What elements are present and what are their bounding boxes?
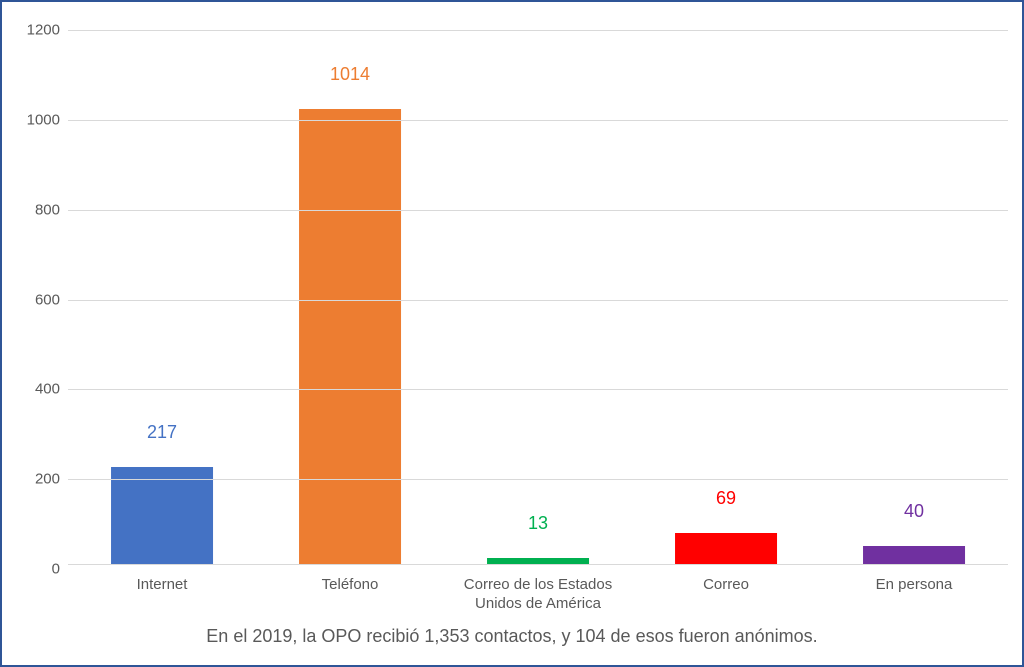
ytick-label: 600 — [2, 291, 60, 308]
bar — [675, 533, 777, 564]
bar-slot: 69 — [632, 30, 820, 564]
xtick-label: Internet — [68, 574, 256, 614]
data-label: 40 — [904, 501, 924, 522]
data-label: 69 — [716, 488, 736, 509]
bar — [863, 546, 965, 564]
chart: 217 1014 13 69 40 0 200 400 600 800 1000 1200 Inte… — [2, 2, 1022, 665]
xtick-label: En persona — [820, 574, 1008, 614]
bars-container: 217 1014 13 69 40 — [68, 30, 1008, 564]
gridline — [68, 300, 1008, 301]
ytick-label: 0 — [2, 561, 60, 578]
plot-area: 217 1014 13 69 40 — [68, 30, 1008, 565]
xtick-label: Correo de los EstadosUnidos de América — [444, 574, 632, 614]
data-label: 217 — [147, 422, 177, 443]
bar-slot: 40 — [820, 30, 1008, 564]
gridline — [68, 30, 1008, 31]
bar — [111, 467, 213, 564]
bar — [299, 109, 401, 564]
chart-caption: En el 2019, la OPO recibió 1,353 contact… — [2, 626, 1022, 647]
ytick-label: 1200 — [2, 22, 60, 39]
chart-frame: 217 1014 13 69 40 0 200 400 600 800 1000 1200 Inte… — [0, 0, 1024, 667]
bar-slot: 1014 — [256, 30, 444, 564]
data-label: 13 — [528, 513, 548, 534]
data-label: 1014 — [330, 64, 370, 85]
ytick-label: 1000 — [2, 111, 60, 128]
ytick-label: 200 — [2, 471, 60, 488]
gridline — [68, 479, 1008, 480]
bar — [487, 558, 589, 564]
gridline — [68, 210, 1008, 211]
bar-slot: 217 — [68, 30, 256, 564]
xtick-label: Teléfono — [256, 574, 444, 614]
gridline — [68, 120, 1008, 121]
ytick-label: 400 — [2, 381, 60, 398]
ytick-label: 800 — [2, 201, 60, 218]
gridline — [68, 389, 1008, 390]
xtick-label: Correo — [632, 574, 820, 614]
x-axis-labels: InternetTeléfonoCorreo de los EstadosUni… — [68, 574, 1008, 614]
bar-slot: 13 — [444, 30, 632, 564]
